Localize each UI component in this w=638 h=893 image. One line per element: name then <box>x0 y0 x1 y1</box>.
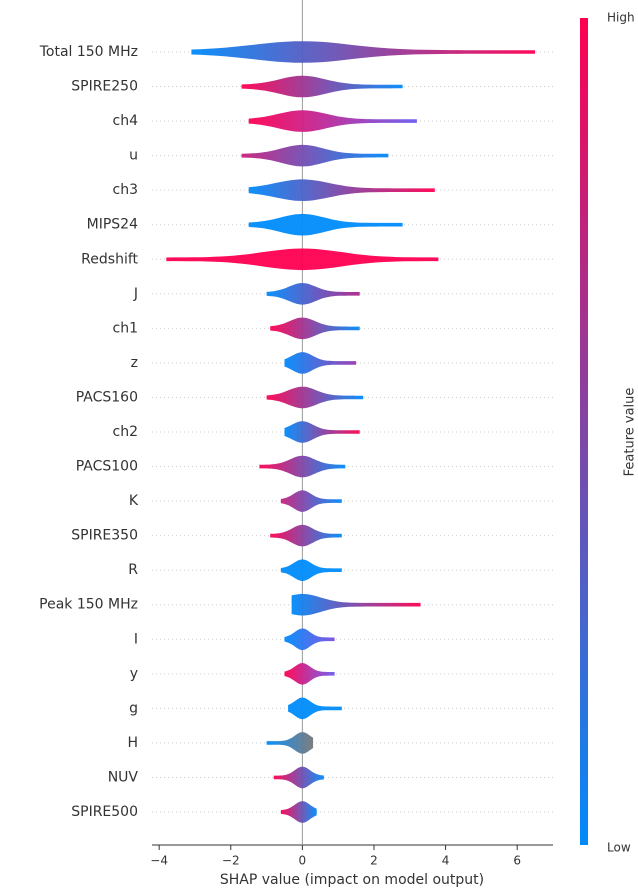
swarm <box>166 248 439 271</box>
feature-label: MIPS24 <box>87 217 138 233</box>
feature-label: SPIRE350 <box>71 528 138 544</box>
swarm <box>241 75 403 98</box>
feature-label: Total 150 MHz <box>39 44 138 60</box>
colorbar-label: Feature value <box>623 388 638 477</box>
swarm <box>291 593 421 616</box>
feature-label: ch1 <box>113 320 138 336</box>
feature-label: y <box>130 666 138 682</box>
swarm <box>280 559 342 581</box>
feature-label: PACS100 <box>76 459 138 475</box>
feature-label: ch2 <box>113 424 138 440</box>
swarm <box>284 421 360 443</box>
x-tick-label: −4 <box>150 854 168 868</box>
swarm <box>270 524 342 547</box>
feature-label: ch3 <box>113 182 138 198</box>
swarm <box>266 732 314 754</box>
feature-label: ch4 <box>113 113 139 129</box>
swarm <box>280 801 317 823</box>
swarm <box>191 41 536 63</box>
x-tick-label: 6 <box>513 854 521 868</box>
swarm <box>248 179 435 201</box>
swarm <box>248 110 417 132</box>
x-tick-label: 4 <box>442 854 450 868</box>
swarm <box>259 455 346 478</box>
swarm <box>284 352 357 374</box>
feature-label: Peak 150 MHz <box>39 597 138 613</box>
x-axis-label: SHAP value (impact on model output) <box>220 872 484 888</box>
x-tick-label: 0 <box>299 854 307 868</box>
swarm <box>270 317 360 340</box>
x-tick-label: −2 <box>222 854 240 868</box>
feature-label: R <box>128 562 138 578</box>
swarm <box>288 697 342 720</box>
feature-label: K <box>129 493 139 509</box>
feature-label: g <box>129 700 138 716</box>
swarm <box>248 213 403 236</box>
feature-label: I <box>134 631 138 647</box>
feature-label: SPIRE500 <box>71 804 138 820</box>
feature-label: J <box>133 286 138 302</box>
swarm <box>273 766 324 789</box>
swarm <box>266 283 360 305</box>
feature-label: H <box>127 735 138 751</box>
feature-label: SPIRE250 <box>71 79 138 95</box>
feature-label: u <box>129 148 138 164</box>
colorbar <box>580 18 588 845</box>
colorbar-high: High <box>607 11 635 25</box>
swarm <box>284 663 335 685</box>
feature-label: Redshift <box>81 251 138 267</box>
colorbar-low: Low <box>607 841 631 855</box>
swarm <box>284 628 335 651</box>
swarm <box>280 490 342 512</box>
x-tick-label: 2 <box>370 854 378 868</box>
swarm <box>241 144 389 167</box>
swarm <box>266 386 364 409</box>
feature-label: NUV <box>108 769 139 785</box>
feature-label: z <box>131 355 138 371</box>
feature-label: PACS160 <box>76 389 138 405</box>
